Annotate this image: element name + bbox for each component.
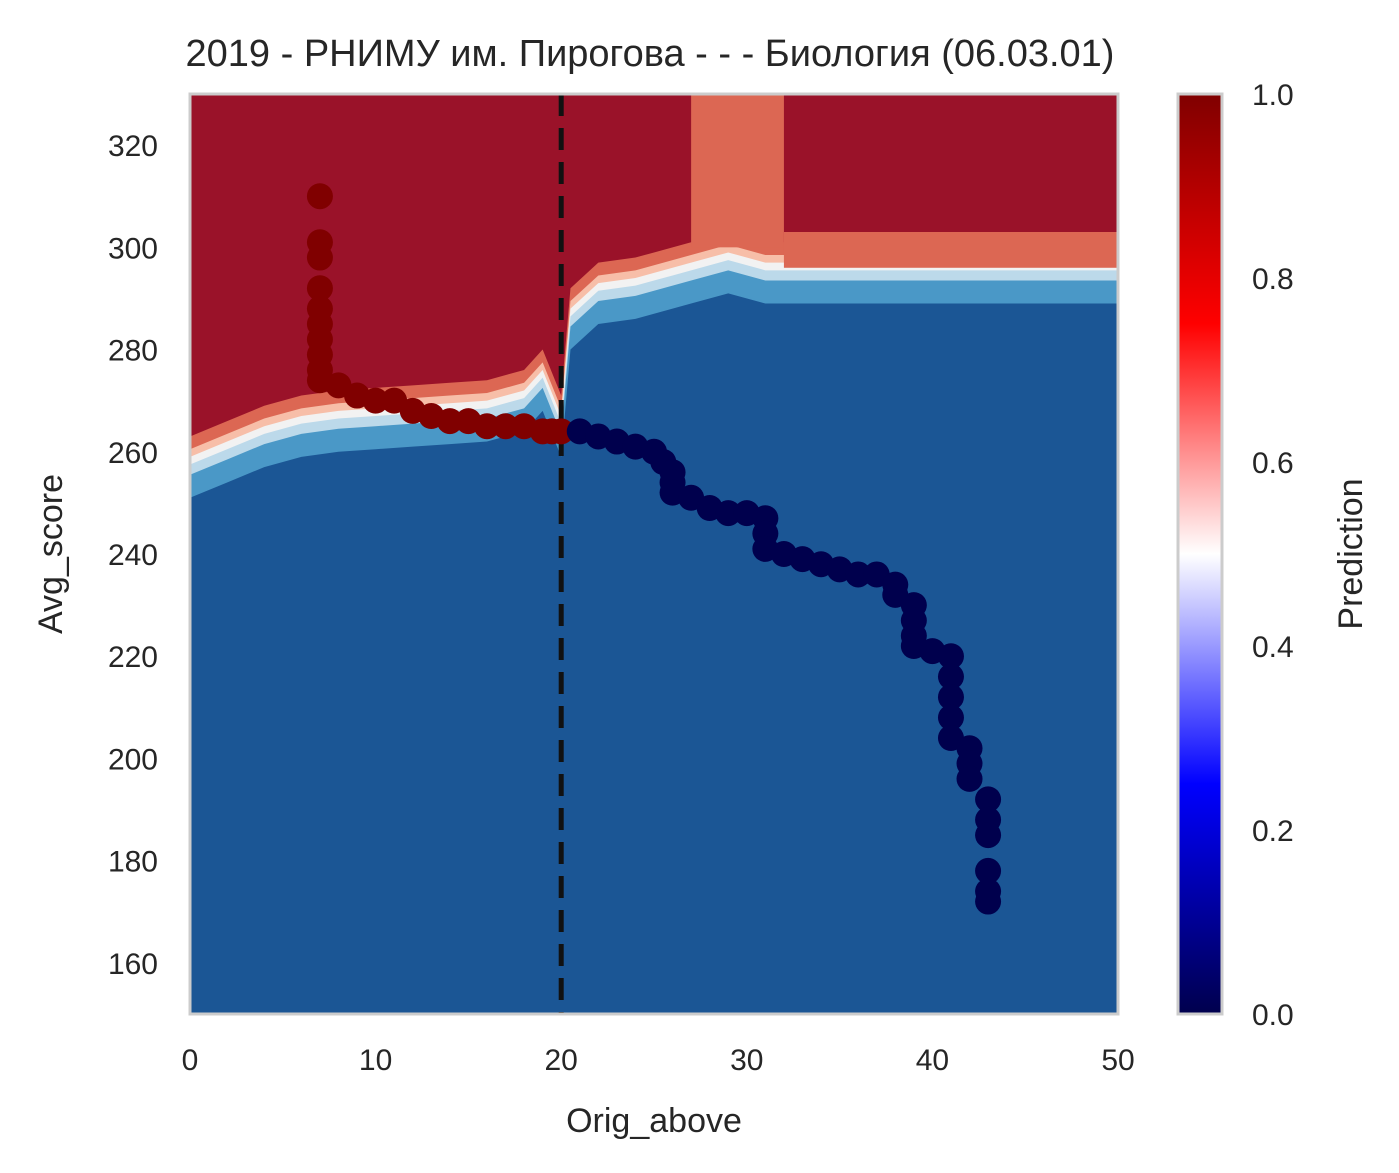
data-point [975, 786, 1002, 813]
data-point [975, 857, 1002, 884]
x-tick-label: 30 [730, 1044, 763, 1077]
data-point [937, 643, 964, 670]
colorbar-tick-label: 0.4 [1252, 631, 1294, 664]
region-low [190, 293, 1118, 1014]
plot-area [188, 92, 1120, 1016]
data-point [975, 822, 1002, 849]
x-tick-label: 0 [182, 1044, 199, 1077]
data-point [306, 275, 333, 302]
x-tick-label: 50 [1101, 1044, 1134, 1077]
data-point [306, 183, 333, 210]
data-point [937, 663, 964, 690]
y-axis-label: Avg_score [32, 474, 70, 634]
x-tick-label: 20 [545, 1044, 578, 1077]
colorbar-tick-label: 1.0 [1252, 79, 1294, 112]
x-tick-label: 40 [916, 1044, 949, 1077]
data-point [956, 765, 983, 792]
y-tick-label: 180 [108, 846, 158, 879]
colorbar-frame [1176, 92, 1224, 1016]
data-point [436, 408, 463, 435]
prediction-background [190, 94, 1118, 1014]
colorbar-tick-label: 0.2 [1252, 815, 1294, 848]
data-point [937, 704, 964, 731]
data-point [492, 413, 519, 440]
data-point [306, 244, 333, 271]
data-point [473, 413, 500, 440]
y-tick-label: 320 [108, 130, 158, 163]
colorbar-gradient [1178, 94, 1222, 1014]
y-axis-ticks: 160 180 200 220 240 260 280 300 320 [108, 130, 158, 981]
region-column [691, 94, 784, 248]
colorbar-ticks: 0.0 0.2 0.4 0.6 0.8 1.0 [1252, 79, 1294, 1032]
colorbar-tick-label: 0.0 [1252, 999, 1294, 1032]
plot-frame [188, 92, 1120, 1016]
data-point [975, 888, 1002, 915]
data-point [362, 387, 389, 414]
data-point [937, 684, 964, 711]
y-tick-label: 300 [108, 232, 158, 265]
y-tick-label: 280 [108, 335, 158, 368]
x-axis-label: Orig_above [566, 1102, 742, 1140]
region-right-band [783, 232, 1118, 268]
colorbar: 0.0 0.2 0.4 0.6 0.8 1.0 Prediction [1176, 79, 1370, 1032]
y-tick-label: 220 [108, 641, 158, 674]
scatter-points [306, 183, 1002, 915]
chart-title: 2019 - РНИМУ им. Пирогова - - - Биология… [186, 33, 1115, 75]
data-point [715, 500, 742, 527]
colorbar-label: Prediction [1332, 478, 1370, 629]
y-tick-label: 160 [108, 948, 158, 981]
x-tick-label: 10 [359, 1044, 392, 1077]
y-tick-label: 200 [108, 743, 158, 776]
colorbar-tick-label: 0.8 [1252, 263, 1294, 296]
data-point [548, 418, 575, 445]
colorbar-tick-label: 0.6 [1252, 447, 1294, 480]
data-point [845, 561, 872, 588]
y-tick-label: 260 [108, 437, 158, 470]
x-axis-ticks: 0 10 20 30 40 50 [182, 1044, 1135, 1077]
y-tick-label: 240 [108, 539, 158, 572]
